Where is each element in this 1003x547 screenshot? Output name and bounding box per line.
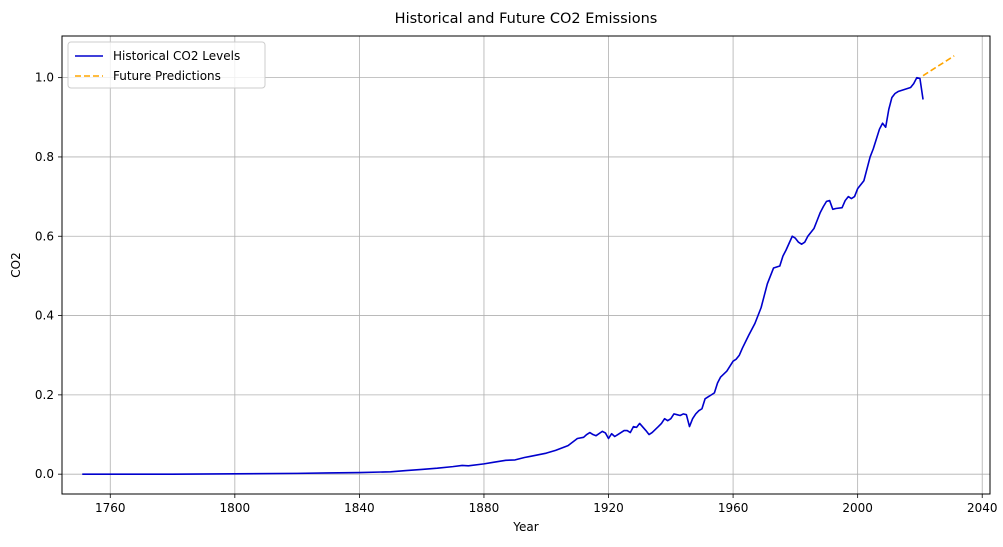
legend-box <box>67 41 266 89</box>
series-line-future <box>922 55 955 77</box>
grid <box>62 36 990 494</box>
x-tick-label: 1840 <box>344 501 375 515</box>
y-tick-label: 0.8 <box>35 150 54 164</box>
x-tick-label: 2000 <box>842 501 873 515</box>
x-tick-label: 1960 <box>718 501 749 515</box>
x-tick-label: 1880 <box>469 501 500 515</box>
y-tick-label: 0.2 <box>35 388 54 402</box>
y-tick-label: 0.4 <box>35 309 54 323</box>
ticks: 1760 1800 1840 1880 1920 1960 2000 2040 0.0 0.2 0.… <box>35 71 998 515</box>
x-tick-label: 1760 <box>95 501 126 515</box>
x-axis-title: Year <box>512 520 538 534</box>
y-tick-label: 1.0 <box>35 71 54 85</box>
y-axis-title: CO2 <box>9 252 23 277</box>
series-line-historical <box>82 76 924 475</box>
series-layer <box>82 55 955 475</box>
chart-title: Historical and Future CO2 Emissions <box>395 11 658 27</box>
y-tick-label: 0.0 <box>35 467 54 481</box>
x-tick-label: 1920 <box>593 501 624 515</box>
legend-label-historical: Historical CO2 Levels <box>113 49 240 63</box>
plot-frame <box>61 35 991 495</box>
x-tick-label: 2040 <box>967 501 998 515</box>
legend: Historical CO2 Levels Future Predictions <box>67 41 266 89</box>
x-tick-label: 1800 <box>220 501 251 515</box>
y-tick-label: 0.6 <box>35 229 54 243</box>
legend-label-future: Future Predictions <box>113 69 221 83</box>
